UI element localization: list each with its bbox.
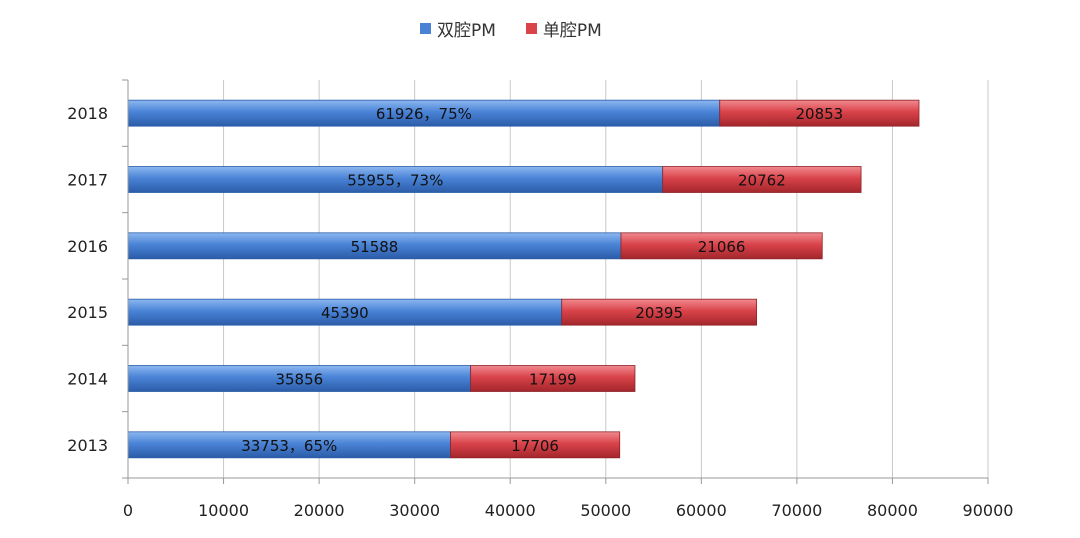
legend-swatch-dual-icon bbox=[420, 23, 431, 34]
bar-segment-single bbox=[450, 431, 621, 459]
y-category-label: 2014 bbox=[67, 370, 108, 389]
bar-segment-dual bbox=[127, 365, 472, 392]
data-label-dual: 61926，75% bbox=[376, 105, 472, 123]
data-label-dual: 55955，73% bbox=[347, 172, 443, 190]
x-tick-label: 30000 bbox=[389, 501, 440, 520]
x-tick-label: 10000 bbox=[198, 501, 249, 520]
x-tick-label: 0 bbox=[123, 501, 133, 520]
legend-swatch-single-icon bbox=[525, 23, 537, 34]
y-category-label: 2018 bbox=[67, 104, 108, 123]
data-label-single: 20762 bbox=[738, 172, 786, 190]
legend-item-single: 单腔PM bbox=[525, 16, 602, 41]
data-label-single: 17706 bbox=[511, 437, 559, 455]
legend-label-single: 单腔PM bbox=[542, 21, 602, 41]
gridlines bbox=[223, 80, 989, 478]
y-category-label: 2017 bbox=[67, 171, 108, 190]
y-category-label: 2015 bbox=[67, 303, 108, 322]
legend: 双腔PM 单腔PM bbox=[420, 16, 602, 41]
x-tick-label: 40000 bbox=[485, 501, 536, 520]
x-tick-label: 20000 bbox=[294, 501, 345, 520]
bar-segment-single bbox=[620, 232, 823, 260]
data-label-single: 21066 bbox=[698, 238, 746, 256]
x-tick-label: 60000 bbox=[676, 501, 727, 520]
axes: 0 10000 20000 30000 40000 50000 60000 70000 8000… bbox=[67, 79, 1014, 520]
bar-segment-single bbox=[719, 99, 920, 127]
data-label-single: 20853 bbox=[796, 105, 844, 123]
bar-segment-dual bbox=[127, 431, 451, 459]
legend-label-dual: 双腔PM bbox=[437, 21, 496, 41]
data-label-dual: 33753，65% bbox=[241, 437, 337, 455]
data-label-dual: 45390 bbox=[321, 304, 369, 322]
bar-segment-single bbox=[470, 365, 636, 392]
x-tick-label: 80000 bbox=[867, 501, 918, 520]
y-category-label: 2013 bbox=[67, 436, 108, 455]
bar-segment-dual bbox=[127, 298, 563, 326]
bar-segment-single bbox=[561, 298, 758, 326]
y-category-label: 2016 bbox=[67, 237, 108, 256]
bar-segment-single bbox=[662, 166, 862, 193]
data-label-single: 17199 bbox=[529, 371, 577, 389]
bars: 61926，75% 20853 55955，73% 20762 51588 21066 45… bbox=[127, 99, 920, 459]
x-tick-label: 50000 bbox=[580, 501, 631, 520]
data-label-single: 20395 bbox=[635, 304, 683, 322]
data-label-dual: 51588 bbox=[351, 238, 399, 256]
bar-segment-dual bbox=[127, 99, 721, 127]
data-label-dual: 35856 bbox=[275, 371, 323, 389]
legend-item-dual: 双腔PM bbox=[420, 16, 496, 41]
x-tick-label: 90000 bbox=[963, 501, 1014, 520]
x-tick-label: 70000 bbox=[771, 501, 822, 520]
